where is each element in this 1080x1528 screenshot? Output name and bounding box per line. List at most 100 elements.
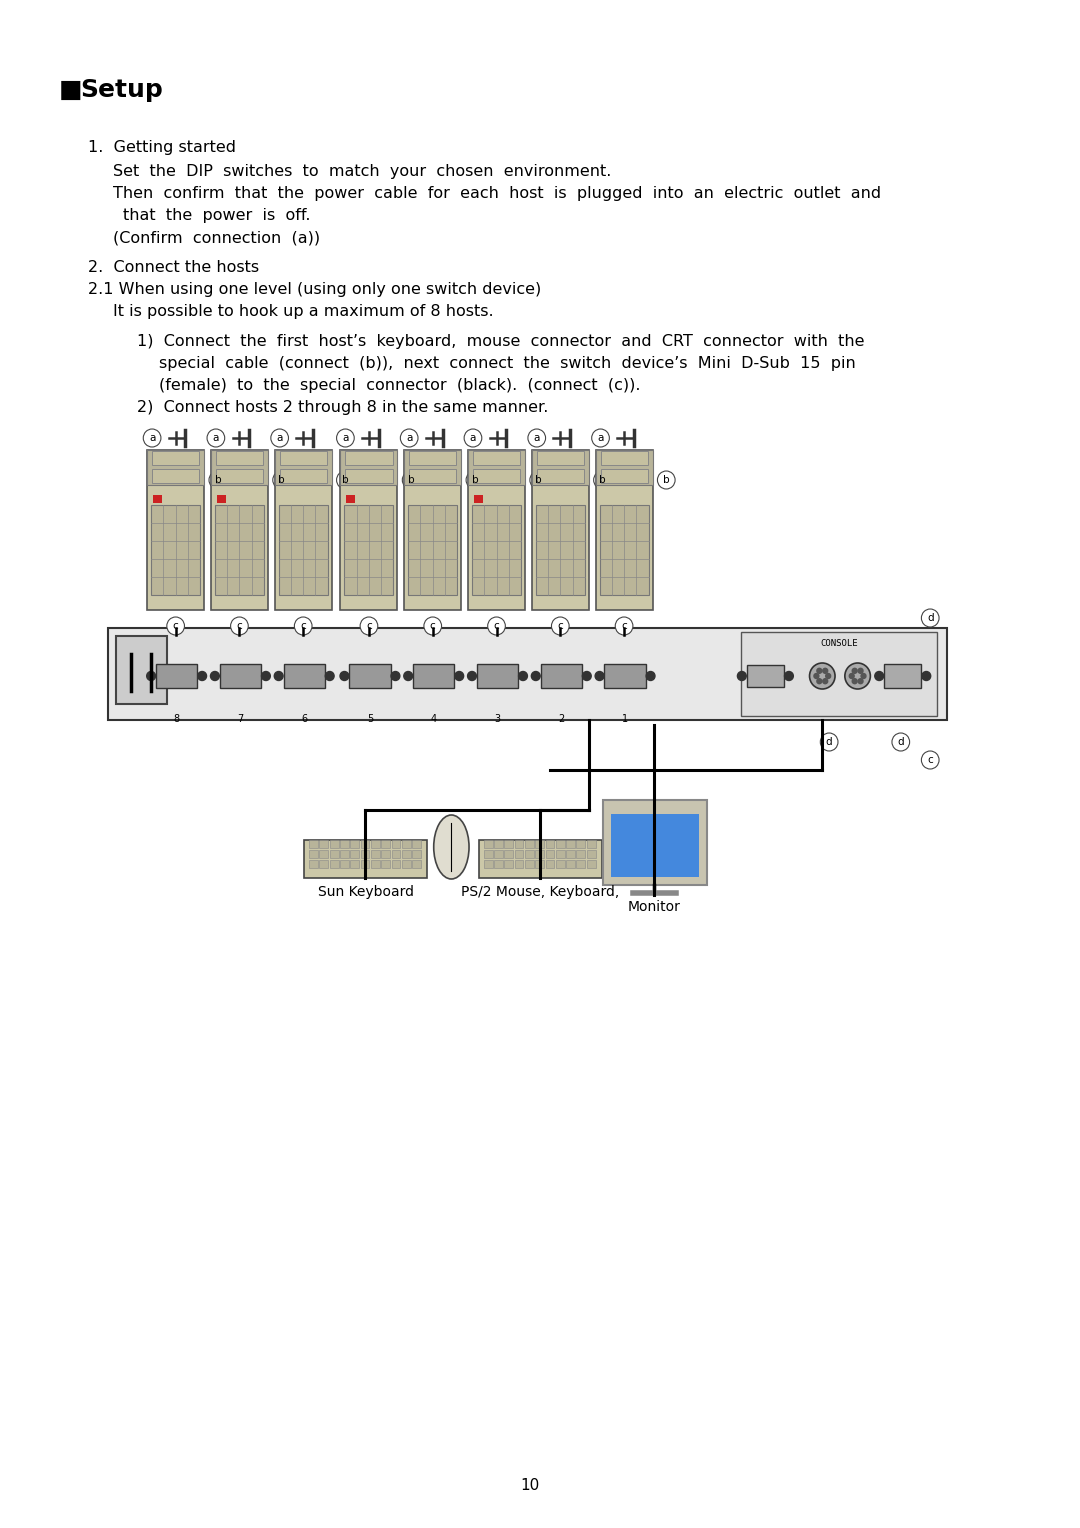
Bar [531, 451, 589, 484]
Text: 1.  Getting started: 1. Getting started [89, 141, 237, 154]
Text: b: b [342, 475, 349, 484]
Text: c: c [366, 620, 372, 631]
Bar [600, 469, 648, 483]
Bar [211, 451, 268, 610]
Circle shape [337, 471, 354, 489]
Bar [329, 850, 338, 859]
Circle shape [552, 617, 569, 636]
Bar [274, 451, 332, 484]
Bar [216, 469, 262, 483]
Circle shape [921, 750, 939, 769]
Bar [599, 504, 649, 594]
Bar [402, 840, 410, 848]
Text: a: a [276, 432, 283, 443]
Bar [566, 860, 575, 868]
Circle shape [198, 671, 206, 680]
Circle shape [467, 471, 484, 489]
Text: PS/2 Mouse, Keyboard,: PS/2 Mouse, Keyboard, [461, 885, 619, 898]
Bar [477, 665, 518, 688]
Bar [217, 495, 226, 503]
Text: Sun Keyboard: Sun Keyboard [318, 885, 414, 898]
Bar [392, 860, 401, 868]
Bar [116, 636, 166, 704]
Circle shape [852, 668, 858, 674]
Bar [586, 840, 595, 848]
Text: b: b [215, 475, 221, 484]
Text: (female)  to  the  special  connector  (black).  (connect  (c)).: (female) to the special connector (black… [159, 377, 640, 393]
Text: Setup: Setup [81, 78, 163, 102]
Bar [152, 469, 199, 483]
Text: b: b [472, 475, 478, 484]
Text: b: b [663, 475, 670, 484]
Circle shape [814, 674, 819, 678]
Bar [515, 840, 524, 848]
Bar [525, 860, 534, 868]
Bar [472, 504, 521, 594]
Bar [741, 633, 937, 717]
Bar [414, 665, 455, 688]
Bar [413, 860, 421, 868]
Bar [473, 469, 521, 483]
Text: 6: 6 [301, 714, 307, 724]
Bar [284, 665, 325, 688]
Bar [345, 504, 393, 594]
Bar [468, 451, 525, 610]
Bar [409, 451, 456, 465]
Bar [545, 860, 554, 868]
Bar [309, 860, 318, 868]
Bar [604, 801, 706, 885]
Bar [504, 840, 513, 848]
Bar [494, 850, 503, 859]
Bar [381, 840, 390, 848]
Bar [566, 840, 575, 848]
Text: 2.1 When using one level (using only one switch device): 2.1 When using one level (using only one… [89, 283, 541, 296]
Bar [370, 840, 380, 848]
Text: c: c [237, 620, 242, 631]
Text: d: d [927, 613, 933, 623]
Text: b: b [536, 475, 542, 484]
Bar [473, 451, 521, 465]
Bar [280, 469, 327, 483]
Bar [340, 451, 397, 610]
Bar [361, 850, 369, 859]
Text: a: a [406, 432, 413, 443]
Bar [215, 504, 264, 594]
Circle shape [821, 733, 838, 750]
Bar [746, 665, 784, 688]
Bar [340, 860, 349, 868]
Circle shape [337, 429, 354, 448]
Bar [556, 850, 565, 859]
Bar [392, 850, 401, 859]
Bar [504, 860, 513, 868]
Circle shape [340, 671, 349, 680]
Bar [153, 495, 162, 503]
Bar [280, 451, 327, 465]
Bar [515, 860, 524, 868]
Bar [349, 665, 391, 688]
Circle shape [210, 471, 227, 489]
Bar [392, 840, 401, 848]
Bar [468, 451, 525, 484]
Bar [340, 451, 397, 484]
Circle shape [861, 674, 866, 678]
Bar [545, 850, 554, 859]
Text: c: c [928, 755, 933, 766]
Bar [545, 840, 554, 848]
Circle shape [531, 671, 540, 680]
Bar [536, 504, 585, 594]
Bar [309, 850, 318, 859]
Text: a: a [149, 432, 156, 443]
Bar [605, 665, 646, 688]
Circle shape [810, 663, 835, 689]
Circle shape [595, 671, 604, 680]
Text: a: a [342, 432, 349, 443]
Text: 2: 2 [558, 714, 565, 724]
Bar [885, 665, 921, 688]
Circle shape [207, 429, 225, 448]
Bar [525, 840, 534, 848]
Bar [611, 814, 699, 877]
Bar [404, 451, 461, 484]
Circle shape [424, 617, 442, 636]
Circle shape [859, 678, 863, 683]
Bar [279, 504, 327, 594]
